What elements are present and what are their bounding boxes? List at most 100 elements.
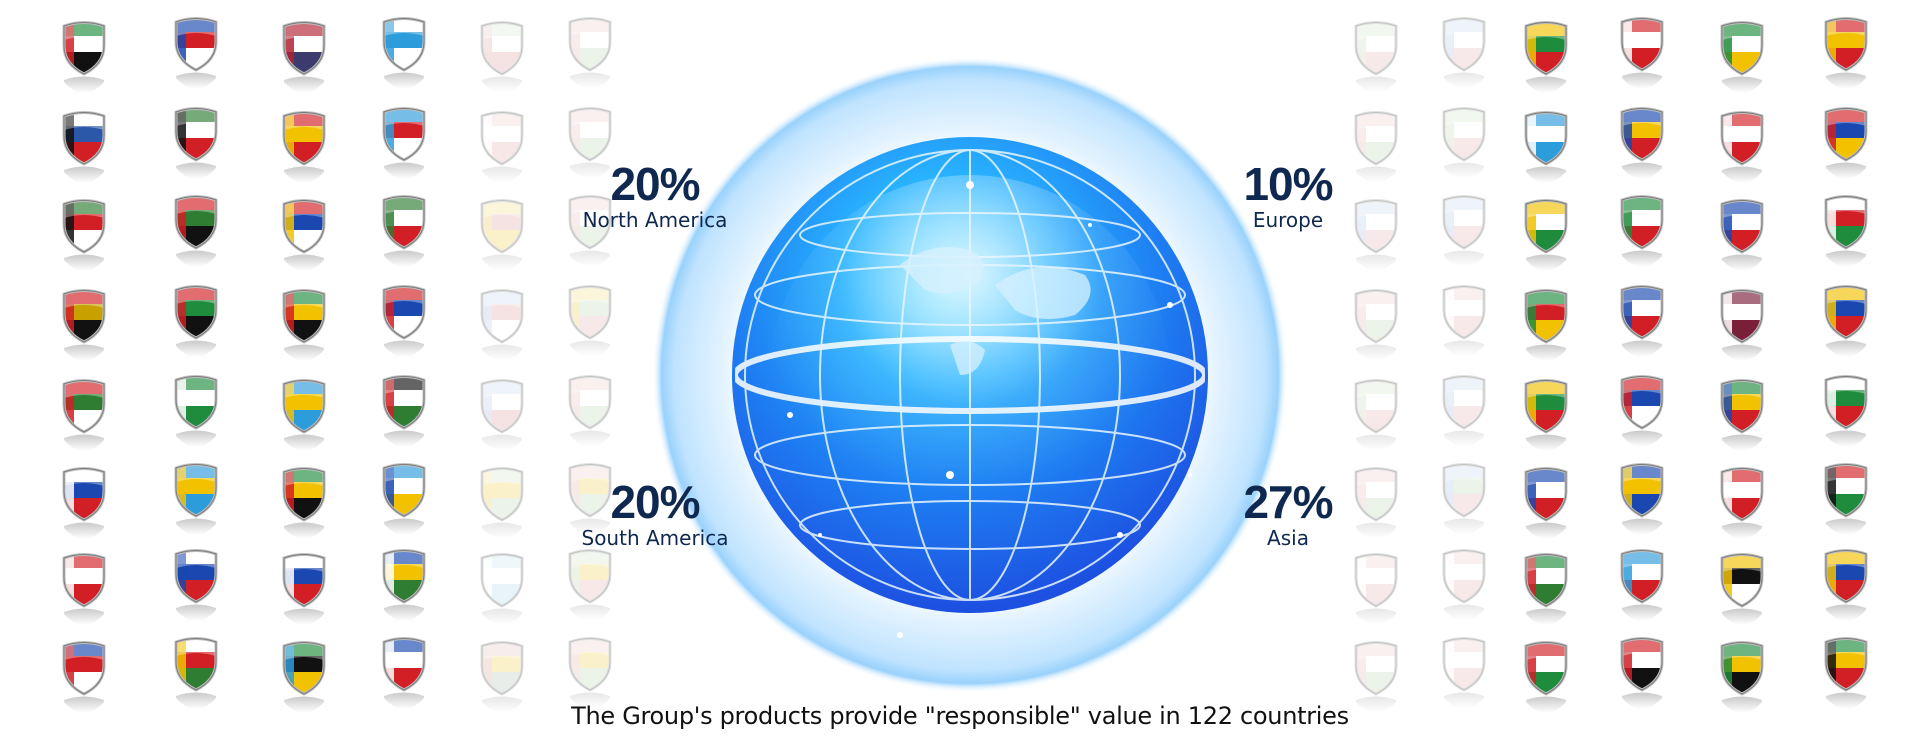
flag-shield-icon — [1822, 374, 1870, 460]
flag-shield-icon — [280, 198, 328, 284]
flag-shield-icon — [380, 374, 428, 460]
flag-shield-icon — [1440, 194, 1488, 280]
flag-shield-icon — [566, 636, 614, 722]
flag-shield-icon — [1822, 636, 1870, 722]
flag-shield-icon — [566, 548, 614, 634]
flag-shield-icon — [1718, 378, 1766, 464]
flag-shield-icon — [172, 16, 220, 102]
flag-shield-icon — [280, 640, 328, 726]
flag-shield-icon — [1522, 552, 1570, 638]
flag-shield-icon — [1352, 288, 1400, 374]
stat-label: North America — [582, 208, 728, 232]
flag-shield-icon — [1822, 284, 1870, 370]
flag-shield-icon — [172, 548, 220, 634]
flag-shield-icon — [1522, 640, 1570, 726]
flag-shield-icon — [1352, 20, 1400, 106]
flag-shield-icon — [380, 106, 428, 192]
flag-shield-icon — [566, 374, 614, 460]
flag-shield-icon — [172, 284, 220, 370]
flag-shield-icon — [1618, 16, 1666, 102]
flag-shield-icon — [172, 462, 220, 548]
flag-shield-icon — [380, 462, 428, 548]
flag-shield-icon — [1618, 548, 1666, 634]
flag-shield-icon — [1822, 194, 1870, 280]
flag-shield-icon — [380, 16, 428, 102]
stat-value: 27% — [1243, 476, 1333, 528]
flag-shield-icon — [1352, 198, 1400, 284]
flag-shield-icon — [478, 640, 526, 726]
stat-south-america: 20% South America — [545, 478, 765, 550]
flag-shield-icon — [1718, 552, 1766, 638]
flag-shield-icon — [1718, 640, 1766, 726]
flag-shield-icon — [1440, 16, 1488, 102]
flag-shield-icon — [1822, 462, 1870, 548]
flag-shield-icon — [172, 374, 220, 460]
flag-shield-icon — [1522, 288, 1570, 374]
flag-shield-icon — [60, 640, 108, 726]
flag-shield-icon — [1822, 16, 1870, 102]
flag-shield-icon — [1618, 636, 1666, 722]
flag-shield-icon — [60, 20, 108, 106]
flag-shield-icon — [380, 194, 428, 280]
flag-shield-icon — [1618, 374, 1666, 460]
caption: The Group's products provide "responsibl… — [571, 702, 1349, 730]
flag-shield-icon — [280, 288, 328, 374]
flag-shield-icon — [60, 552, 108, 638]
flag-shield-icon — [380, 636, 428, 722]
flag-shield-icon — [1522, 466, 1570, 552]
flag-shield-icon — [60, 288, 108, 374]
flag-shield-icon — [1522, 198, 1570, 284]
flag-shield-icon — [566, 284, 614, 370]
flag-shield-icon — [1440, 548, 1488, 634]
stat-value: 20% — [610, 158, 700, 210]
flag-shield-icon — [566, 194, 614, 280]
flag-shield-icon — [60, 198, 108, 284]
flag-shield-icon — [1440, 284, 1488, 370]
flag-shield-icon — [1440, 636, 1488, 722]
flag-shield-icon — [172, 106, 220, 192]
stat-europe: 10% Europe — [1178, 160, 1398, 232]
flag-shield-icon — [1352, 466, 1400, 552]
flag-shield-icon — [1352, 110, 1400, 196]
flag-shield-icon — [1440, 374, 1488, 460]
flag-shield-icon — [478, 20, 526, 106]
flag-shield-icon — [1822, 548, 1870, 634]
flag-shield-icon — [478, 378, 526, 464]
flag-shield-icon — [380, 284, 428, 370]
flag-shield-icon — [1718, 20, 1766, 106]
flag-shield-icon — [566, 462, 614, 548]
flag-shield-icon — [1618, 284, 1666, 370]
stat-label: Europe — [1252, 208, 1324, 232]
flag-shield-icon — [1440, 462, 1488, 548]
flag-shield-icon — [1352, 640, 1400, 726]
flag-shield-icon — [280, 552, 328, 638]
flag-shield-icon — [1618, 194, 1666, 280]
stat-label: South America — [581, 526, 729, 550]
flag-shield-icon — [172, 194, 220, 280]
flag-shield-icon — [1822, 106, 1870, 192]
flag-shield-icon — [566, 106, 614, 192]
flag-shield-icon — [1718, 288, 1766, 374]
flag-shield-icon — [566, 16, 614, 102]
flag-shield-icon — [478, 198, 526, 284]
flag-shield-icon — [60, 466, 108, 552]
flag-shield-icon — [1352, 378, 1400, 464]
flag-shield-icon — [1440, 106, 1488, 192]
flag-shield-icon — [1352, 552, 1400, 638]
flag-shield-icon — [1522, 110, 1570, 196]
flag-shield-icon — [60, 110, 108, 196]
flag-shield-icon — [280, 110, 328, 196]
stat-value: 10% — [1243, 158, 1333, 210]
flag-shield-icon — [478, 110, 526, 196]
flag-shield-icon — [1522, 378, 1570, 464]
flag-shield-icon — [1618, 462, 1666, 548]
globe-icon — [650, 55, 1290, 695]
flag-shield-icon — [1718, 466, 1766, 552]
stat-value: 20% — [610, 476, 700, 528]
stat-north-america: 20% North America — [545, 160, 765, 232]
flag-shield-icon — [1718, 198, 1766, 284]
flag-shield-icon — [1522, 20, 1570, 106]
flag-shield-icon — [60, 378, 108, 464]
flag-shield-icon — [380, 548, 428, 634]
